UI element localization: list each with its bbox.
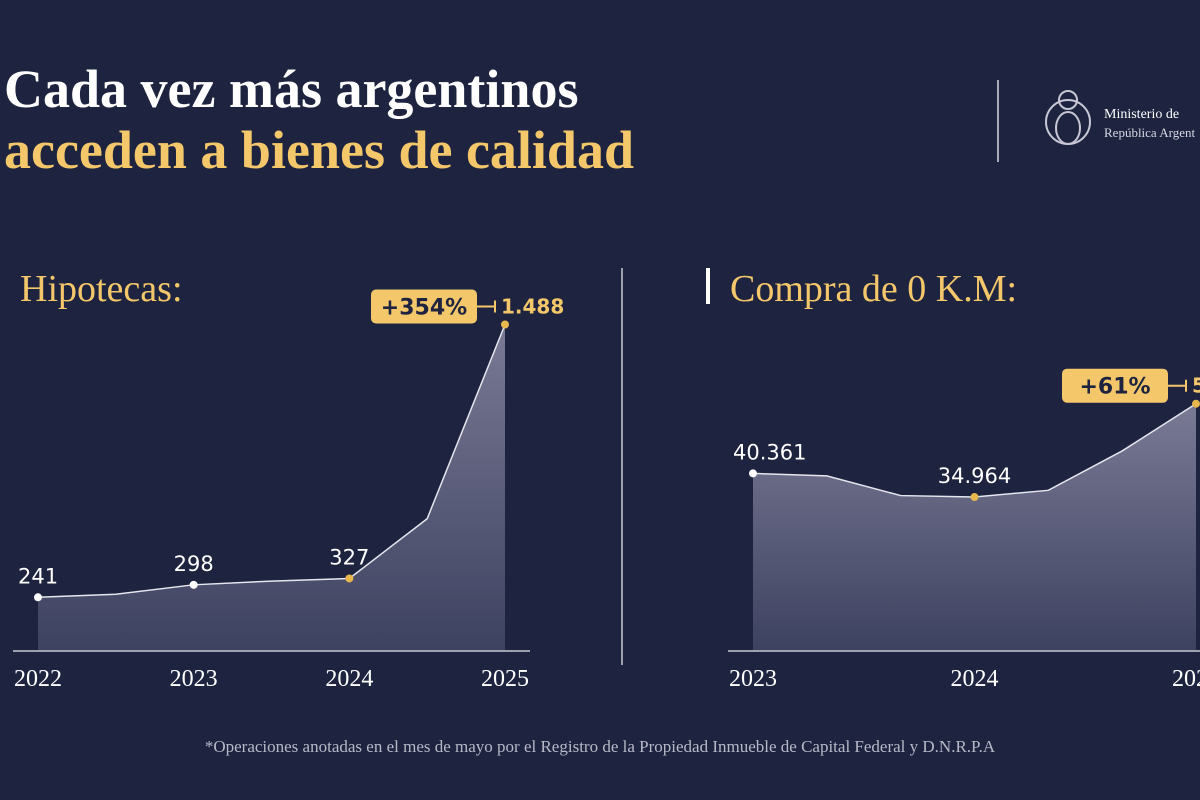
annotation: +61% bbox=[1079, 375, 1150, 400]
x-tick-label: 2022 bbox=[14, 666, 62, 692]
annotation-badge bbox=[1062, 368, 1168, 403]
value-label: 241 bbox=[18, 564, 58, 588]
line bbox=[37, 324, 506, 599]
value-label: 298 bbox=[174, 552, 214, 576]
x-tick-label: 2025 bbox=[481, 666, 529, 692]
value-label: 1.488 bbox=[501, 295, 564, 319]
annotation: +354% bbox=[381, 296, 467, 321]
chart-title: Hipotecas: bbox=[20, 268, 183, 310]
ministry-name: Ministerio de bbox=[1104, 107, 1179, 122]
x-tick-label: 2024 bbox=[325, 666, 373, 692]
x-tick-label: 2023 bbox=[729, 666, 777, 692]
point bbox=[501, 320, 509, 329]
x-tick-label: 2023 bbox=[170, 666, 218, 692]
value-label: 34.964 bbox=[938, 464, 1011, 488]
title-line1: Cada vez más argentinos bbox=[4, 59, 578, 119]
x-tick-label: 2024 bbox=[951, 666, 999, 692]
point bbox=[34, 593, 42, 602]
emblem bbox=[1045, 90, 1091, 145]
x-tick-label: 2025 bbox=[1172, 666, 1200, 692]
value-label: 56.292 bbox=[1192, 374, 1200, 398]
area bbox=[753, 403, 1196, 650]
ministry-country: República Argent bbox=[1104, 125, 1195, 140]
title-line2: acceden a bienes de calidad bbox=[4, 120, 634, 180]
footnote: *Operaciones anotadas en el mes de mayo … bbox=[205, 737, 996, 756]
value-label: 327 bbox=[329, 545, 369, 569]
point bbox=[345, 574, 354, 583]
area bbox=[38, 324, 505, 650]
chart-title: Compra de 0 K.M: bbox=[730, 268, 1017, 310]
point bbox=[189, 580, 198, 589]
annotation-badge bbox=[371, 289, 477, 324]
point bbox=[1192, 399, 1200, 408]
value-label: 40.361 bbox=[733, 440, 806, 464]
point bbox=[970, 493, 979, 502]
point bbox=[749, 469, 757, 478]
